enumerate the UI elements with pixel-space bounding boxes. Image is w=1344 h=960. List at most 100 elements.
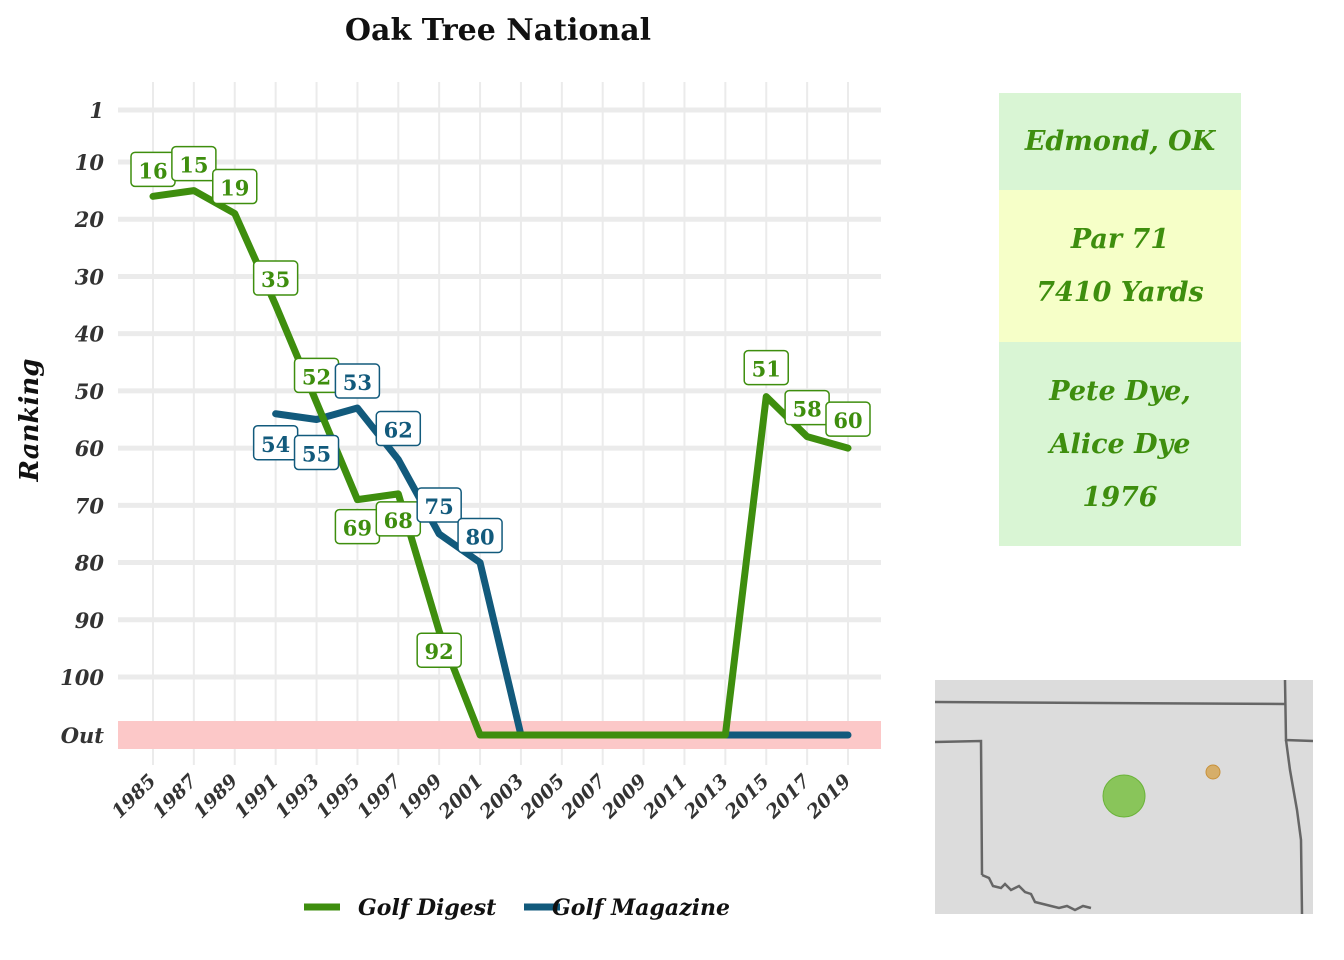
data-label: 19 [212, 168, 258, 205]
data-label-text: 80 [465, 525, 494, 550]
oklahoma-map [935, 680, 1313, 914]
data-label-text: 54 [261, 432, 290, 457]
y-tick-label: 70 [75, 493, 105, 518]
data-label: 51 [743, 349, 789, 386]
location-cell: Edmond, OK [999, 93, 1241, 190]
y-tick-label: 10 [75, 150, 105, 175]
data-label: 60 [825, 401, 871, 437]
y-tick-label: 80 [74, 551, 105, 576]
data-label-text: 69 [343, 516, 372, 541]
y-tick-label: 1 [89, 98, 104, 123]
data-label-box [334, 363, 381, 399]
architect-cell: Pete Dye, Alice Dye 1976 [999, 342, 1241, 546]
course-info-panel: Edmond, OK Par 71 7410 Yards Pete Dye, A… [999, 93, 1241, 546]
x-tick-label: 1993 [271, 770, 324, 823]
data-label: 52 [293, 357, 340, 394]
data-label: 75 [416, 487, 462, 523]
location-text: Edmond, OK [1024, 126, 1216, 157]
par-text: Par 71 [1070, 224, 1170, 255]
data-label: 55 [293, 434, 340, 471]
data-label-box [743, 349, 789, 386]
data-label: 80 [457, 517, 503, 554]
data-label-text: 52 [302, 364, 331, 389]
data-label-text: 53 [343, 370, 372, 395]
architect-1-text: Pete Dye, [1049, 375, 1191, 407]
x-tick-label: 1997 [353, 770, 406, 823]
data-label: 53 [334, 363, 381, 399]
architect-2-text: Alice Dye [1049, 428, 1191, 460]
x-tick-label: 1991 [230, 770, 283, 823]
y-tick-label: 50 [75, 379, 105, 404]
state-border-south-river [981, 873, 1092, 912]
data-label-box [375, 410, 422, 447]
y-tick-label: 90 [75, 608, 105, 633]
legend: Golf Digest Golf Magazine [304, 895, 730, 921]
par-yards-cell: Par 71 7410 Yards [999, 190, 1241, 342]
data-label-box [457, 517, 503, 554]
data-label-box [416, 632, 462, 668]
data-label-text: 92 [425, 639, 454, 664]
x-tick-label: 1999 [394, 770, 447, 823]
data-label: 68 [375, 501, 422, 537]
x-tick-label: 1995 [312, 770, 365, 823]
data-label-box [252, 260, 299, 296]
x-tick-label: 2019 [802, 770, 856, 824]
y-tick-label-out: Out [61, 723, 105, 748]
x-tick-label: 2011 [638, 770, 692, 824]
data-label-box [416, 487, 462, 523]
data-label-box [825, 401, 871, 437]
data-label-text: 19 [220, 176, 249, 201]
state-border-north [935, 700, 1286, 706]
x-tick-label: 1989 [189, 770, 242, 823]
year-text: 1976 [1082, 481, 1158, 513]
data-label: 54 [252, 425, 299, 461]
ranking-chart: Oak Tree National 1 10 20 30 40 50 60 70 80 90 100… [15, 13, 881, 921]
x-tick-label: 2009 [597, 770, 651, 824]
state-border-east [1284, 739, 1304, 914]
yards-text: 7410 Yards [1036, 277, 1204, 308]
data-label-text: 68 [384, 508, 413, 533]
x-tick-label: 1987 [148, 770, 201, 823]
data-label: 35 [252, 260, 299, 296]
y-tick-label: 30 [75, 264, 105, 289]
x-tick-label: 2017 [761, 770, 815, 824]
data-labels: 16 15 19 35 52 69 68 92 51 58 60 54 55 53 62 75 80 [130, 145, 871, 668]
x-tick-label: 2015 [720, 770, 774, 824]
y-tick-label: 20 [74, 207, 105, 232]
data-label: 58 [784, 389, 830, 426]
data-label-text: 51 [752, 357, 781, 382]
data-label: 92 [416, 632, 462, 668]
state-border-panhandle [935, 739, 984, 876]
data-label-box [171, 145, 217, 182]
data-label-text: 35 [261, 267, 290, 292]
y-tick-label: 100 [60, 665, 104, 690]
x-tick-label: 2003 [475, 770, 529, 824]
data-label-text: 15 [179, 153, 208, 178]
secondary-marker [1205, 764, 1221, 780]
data-label: 69 [334, 508, 381, 545]
data-label: 62 [375, 410, 422, 447]
legend-label-golf-magazine: Golf Magazine [552, 895, 730, 921]
data-label: 16 [130, 151, 176, 188]
course-marker [1102, 774, 1146, 818]
y-tick-label: 60 [75, 436, 105, 461]
data-label-text: 60 [833, 408, 862, 433]
x-tick-label: 2001 [434, 770, 488, 824]
x-axis: 1985198719891991199319951997199920012003… [108, 770, 856, 824]
y-axis: 1 10 20 30 40 50 60 70 80 90 100 Out [60, 98, 104, 748]
data-label-box [212, 168, 258, 205]
data-label-text: 75 [425, 494, 454, 519]
data-label-box [293, 434, 340, 471]
data-label-text: 62 [384, 418, 413, 443]
x-tick-label: 2013 [679, 770, 733, 824]
x-tick-label: 1985 [108, 770, 161, 823]
data-label-text: 16 [138, 158, 167, 183]
y-axis-label: Ranking [15, 359, 45, 483]
x-tick-label: 2005 [516, 770, 570, 824]
legend-label-golf-digest: Golf Digest [358, 895, 496, 921]
y-tick-label: 40 [75, 322, 105, 347]
data-label: 15 [171, 145, 217, 182]
chart-title: Oak Tree National [345, 13, 651, 48]
x-tick-label: 2007 [557, 770, 611, 824]
data-label-text: 55 [302, 442, 331, 467]
